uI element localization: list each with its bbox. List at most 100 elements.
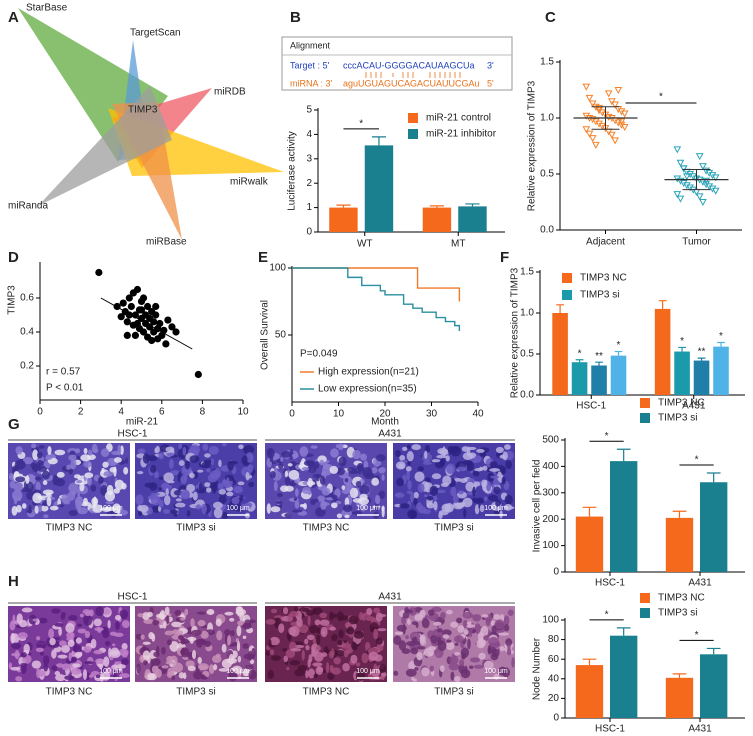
micrograph-caption: TIMP3 NC — [303, 687, 350, 698]
cell — [103, 471, 113, 477]
y-tick-label: 1.5 — [540, 57, 554, 68]
cell — [411, 444, 421, 451]
cell — [171, 675, 176, 681]
cell — [307, 668, 315, 679]
micrograph-caption: TIMP3 si — [434, 687, 473, 698]
cell — [450, 621, 459, 628]
cell — [450, 671, 455, 681]
error-bar — [616, 627, 631, 636]
cell — [329, 613, 338, 618]
point — [686, 184, 694, 192]
cell — [121, 620, 130, 629]
cell — [82, 609, 91, 614]
point — [162, 340, 170, 348]
center-label: TIMP3 — [128, 105, 158, 116]
cell — [80, 501, 92, 507]
y-tick-label: 50 — [275, 330, 287, 341]
cell — [366, 607, 373, 615]
point — [95, 268, 103, 277]
cell — [402, 611, 410, 619]
cell — [115, 621, 120, 630]
cell — [112, 643, 116, 647]
x-tick-label: 0 — [289, 409, 295, 420]
cell — [273, 480, 278, 492]
x-tick-label: MT — [451, 239, 465, 250]
cell — [248, 669, 257, 680]
cell — [395, 450, 401, 458]
cell — [440, 458, 446, 466]
point — [139, 328, 148, 336]
cell — [301, 466, 310, 471]
point — [148, 336, 156, 345]
cell — [284, 512, 292, 518]
cell — [213, 664, 218, 671]
cell — [396, 477, 404, 487]
cell — [424, 450, 428, 460]
cell — [175, 502, 186, 508]
cell — [12, 614, 16, 626]
cell — [15, 476, 26, 483]
cell — [69, 450, 76, 455]
cell — [14, 459, 26, 470]
scale-label: 100 μm — [226, 668, 250, 675]
y-tick-label: 100 — [542, 540, 559, 551]
cell — [69, 631, 74, 636]
cell — [341, 485, 346, 491]
cell — [95, 606, 105, 617]
cell — [171, 621, 182, 628]
cell — [195, 504, 202, 510]
set-label: miRDB — [214, 87, 246, 98]
cell — [218, 489, 226, 495]
cell — [265, 650, 271, 656]
cell — [452, 494, 459, 504]
cell — [167, 667, 175, 677]
cell — [451, 445, 459, 453]
cell — [175, 498, 182, 502]
cell — [218, 459, 222, 468]
cell — [8, 472, 14, 481]
set-label: TargetScan — [130, 28, 181, 39]
cell — [200, 630, 209, 639]
cell — [182, 446, 187, 456]
cell — [469, 657, 481, 663]
cell — [327, 672, 335, 680]
cell — [351, 511, 363, 515]
cell — [503, 624, 510, 632]
cell — [410, 647, 419, 655]
point — [620, 110, 629, 118]
cell — [135, 494, 144, 505]
cell — [337, 639, 343, 646]
error-bar — [717, 341, 725, 347]
y-tick-label: 300 — [542, 487, 559, 498]
cell — [142, 650, 151, 660]
cell — [335, 500, 342, 505]
point — [686, 171, 694, 179]
cell — [55, 674, 66, 682]
point — [598, 122, 607, 130]
cell — [483, 496, 488, 502]
cell — [196, 611, 207, 615]
cell — [284, 470, 288, 478]
cell — [340, 640, 350, 649]
cell — [160, 482, 172, 491]
cell — [21, 503, 27, 509]
cell — [244, 455, 248, 464]
point — [683, 173, 691, 181]
cell — [301, 607, 310, 612]
cell — [473, 664, 484, 669]
cell — [394, 492, 405, 499]
cell — [481, 614, 489, 618]
cell — [335, 650, 345, 657]
cell — [150, 658, 161, 666]
y-tick-label: 100 — [269, 263, 286, 274]
cell — [57, 478, 63, 483]
y-tick-label: 0.2 — [20, 361, 34, 372]
point — [614, 87, 623, 95]
cell — [67, 639, 75, 647]
cell — [416, 646, 426, 650]
cell — [466, 624, 476, 628]
cell — [454, 651, 461, 656]
cell — [15, 446, 23, 455]
point — [150, 318, 158, 326]
y-tick-label: 1.0 — [540, 113, 554, 124]
